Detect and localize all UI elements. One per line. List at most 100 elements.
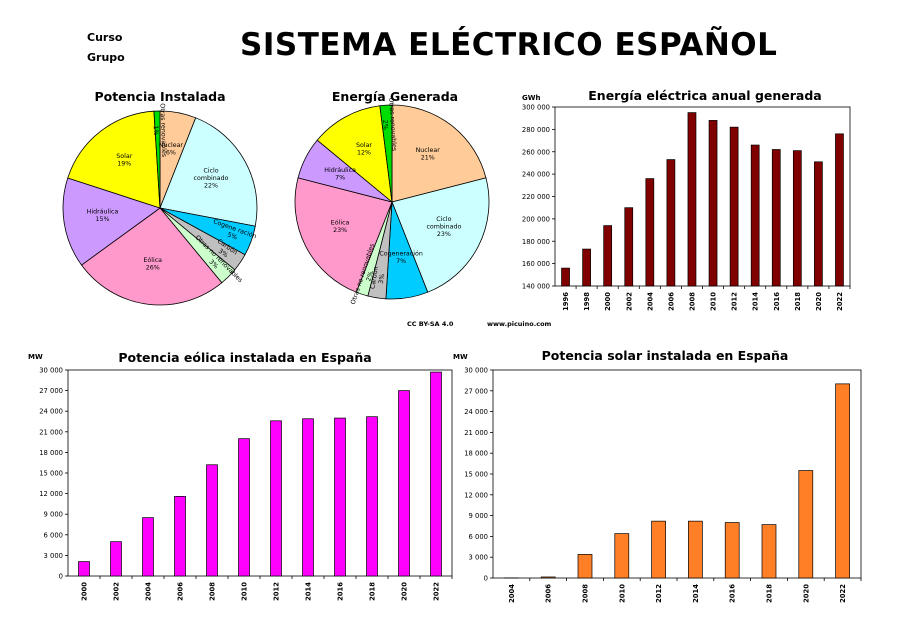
annual-x-tick-label: 2004 bbox=[646, 292, 654, 311]
pie-generated-title: Energía Generada bbox=[331, 89, 459, 104]
wind-bar-2010 bbox=[238, 438, 250, 577]
annual-y-tick-label: 300 000 bbox=[522, 104, 550, 112]
wind-x-tick-label: 2014 bbox=[305, 582, 313, 601]
solar-y-tick-label: 3 000 bbox=[469, 554, 488, 562]
annual-energy-chart: 140 000 160 000 180 000 200 000 220 000 240 0… bbox=[522, 94, 851, 311]
solar-chart-title: Potencia solar instalada en España bbox=[541, 348, 789, 363]
annual-x-tick-label: 1998 bbox=[583, 292, 591, 311]
pie-label-installed-solar: Solar 19% bbox=[116, 153, 132, 168]
annual-bar-2000 bbox=[603, 225, 613, 287]
annual-y-tick-label: 240 000 bbox=[522, 171, 550, 179]
pie-slice-generated-otras-renovables bbox=[379, 104, 393, 203]
solar-bar-2020 bbox=[798, 470, 814, 579]
annual-y-tick-label: 220 000 bbox=[522, 193, 550, 201]
wind-y-tick-label: 15 000 bbox=[39, 470, 63, 478]
license-credit: CC BY-SA 4.0 bbox=[407, 320, 454, 328]
solar-x-tick-label: 2006 bbox=[545, 584, 553, 603]
wind-bar-2006 bbox=[174, 496, 186, 577]
wind-y-tick-label: 6 000 bbox=[44, 531, 63, 539]
pie-label-installed-ciclo-combinado: Ciclo combinado 22% bbox=[194, 168, 229, 190]
wind-x-tick-label: 2006 bbox=[177, 582, 185, 601]
annual-bar-1996 bbox=[561, 267, 570, 287]
wind-y-tick-label: 21 000 bbox=[39, 428, 63, 436]
annual-y-tick-label: 260 000 bbox=[522, 148, 550, 156]
pie-label-generated-ciclo-combinado: Ciclo combinado 23% bbox=[426, 216, 461, 238]
wind-bar-2000 bbox=[78, 561, 90, 577]
solar-y-unit-label: MW bbox=[453, 353, 468, 361]
pie-slice-generated-ciclo-combinado bbox=[391, 177, 490, 293]
wind-y-tick-label: 12 000 bbox=[39, 490, 63, 498]
solar-x-tick-label: 2008 bbox=[582, 584, 590, 603]
annual-x-tick-label: 2018 bbox=[794, 292, 802, 311]
annual-bar-2020 bbox=[814, 161, 823, 287]
solar-bar-2018 bbox=[761, 524, 777, 579]
wind-x-tick-label: 2002 bbox=[113, 582, 121, 601]
annual-chart-title: Energía eléctrica anual generada bbox=[588, 88, 822, 103]
wind-x-tick-label: 2020 bbox=[401, 582, 409, 601]
solar-x-tick-label: 2014 bbox=[692, 584, 700, 603]
pie-slice-installed-solar bbox=[67, 110, 161, 209]
wind-bar-2004 bbox=[142, 517, 154, 577]
solar-bar-2022 bbox=[835, 383, 850, 579]
annual-bar-2022 bbox=[835, 133, 844, 287]
pie-label-installed-eolica: Eólica 26% bbox=[143, 256, 162, 272]
course-label: Curso bbox=[87, 31, 123, 44]
annual-x-tick-label: 2006 bbox=[667, 292, 675, 311]
wind-bar-2020 bbox=[398, 390, 410, 577]
wind-y-tick-label: 3 000 bbox=[44, 552, 63, 560]
wind-y-tick-label: 0 bbox=[59, 573, 63, 581]
annual-plot-frame bbox=[554, 106, 851, 287]
annual-y-tick-label: 200 000 bbox=[522, 215, 550, 223]
wind-bar-2002 bbox=[110, 541, 122, 577]
solar-y-tick-label: 15 000 bbox=[464, 471, 488, 479]
solar-power-chart: 0 3 000 6 000 9 000 12 000 15 000 18 000 21 000… bbox=[453, 353, 862, 603]
solar-bar-2014 bbox=[688, 520, 703, 579]
annual-bar-2006 bbox=[666, 159, 676, 287]
wind-plot-frame bbox=[67, 369, 453, 577]
solar-x-tick-label: 2020 bbox=[802, 584, 810, 603]
wind-bar-2018 bbox=[366, 416, 378, 577]
pie-generated-chart: Nuclear 21% Ciclo combinado 23%Cogeneración 7… bbox=[294, 97, 490, 306]
solar-y-tick-label: 30 000 bbox=[464, 367, 488, 375]
annual-x-tick-label: 2008 bbox=[688, 292, 696, 311]
wind-chart-title: Potencia eólica instalada en España bbox=[118, 350, 372, 365]
pie-slice-installed-hidraulica bbox=[62, 177, 161, 266]
solar-bar-2016 bbox=[724, 522, 740, 579]
wind-x-tick-label: 2010 bbox=[241, 582, 249, 601]
pie-label-installed-otras-renovables: Otras renovables1% bbox=[151, 103, 167, 157]
annual-x-tick-label: 1996 bbox=[562, 292, 570, 311]
wind-bar-2008 bbox=[206, 464, 218, 577]
page-title: SISTEMA ELÉCTRICO ESPAÑOL bbox=[240, 27, 778, 63]
solar-bar-2008 bbox=[577, 554, 593, 579]
solar-y-tick-label: 21 000 bbox=[464, 429, 488, 437]
pie-label-generated-cogeneracion: Cogeneración 7% bbox=[379, 250, 423, 266]
wind-x-tick-label: 2018 bbox=[369, 582, 377, 601]
annual-bar-2018 bbox=[792, 150, 802, 287]
solar-bar-2006 bbox=[540, 576, 556, 579]
solar-y-tick-label: 9 000 bbox=[469, 512, 488, 520]
solar-y-tick-label: 12 000 bbox=[464, 491, 488, 499]
solar-x-tick-label: 2012 bbox=[655, 584, 663, 603]
annual-x-tick-label: 2014 bbox=[752, 292, 760, 311]
wind-x-tick-label: 2004 bbox=[145, 582, 153, 601]
annual-bar-2012 bbox=[729, 126, 739, 287]
pie-label-generated-otras-renovables: Otras renovables2% bbox=[380, 97, 398, 152]
annual-bar-2004 bbox=[645, 178, 655, 287]
annual-y-tick-label: 140 000 bbox=[522, 283, 550, 291]
annual-x-tick-label: 2010 bbox=[710, 292, 718, 311]
solar-x-tick-label: 2010 bbox=[618, 584, 626, 603]
wind-bar-2022 bbox=[430, 371, 442, 577]
wind-bar-2014 bbox=[302, 418, 314, 577]
wind-y-tick-label: 18 000 bbox=[39, 449, 63, 457]
wind-x-tick-label: 2012 bbox=[273, 582, 281, 601]
wind-bar-2016 bbox=[334, 417, 346, 577]
wind-power-chart: 0 3 000 6 000 9 000 12 000 15 000 18 000 21 000… bbox=[28, 353, 453, 601]
solar-x-tick-label: 2018 bbox=[766, 584, 774, 603]
pie-slice-installed-ciclo-combinado bbox=[159, 117, 258, 227]
pie-slice-generated-solar bbox=[316, 105, 393, 203]
pie-installed-title: Potencia Instalada bbox=[94, 89, 226, 104]
solar-y-tick-label: 18 000 bbox=[464, 450, 488, 458]
solar-y-tick-label: 24 000 bbox=[464, 408, 488, 416]
wind-bar-2012 bbox=[270, 420, 282, 577]
pie-label-installed-hidraulica: Hidráulica 15% bbox=[87, 207, 119, 223]
